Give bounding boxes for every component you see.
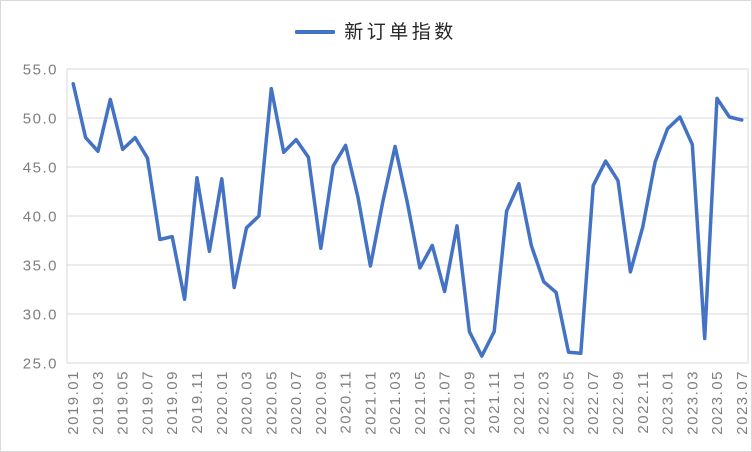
x-tick-label: 2021.09: [461, 370, 478, 435]
x-tick-label: 2020.03: [239, 370, 256, 435]
x-tick-label: 2020.07: [288, 370, 305, 435]
x-tick-label: 2023.01: [660, 370, 677, 435]
x-tick-label: 2022.03: [536, 370, 553, 435]
x-tick-label: 2023.03: [684, 370, 701, 435]
x-tick-label: 2019.01: [65, 370, 82, 435]
x-tick-label: 2021.11: [486, 370, 503, 434]
legend: 新订单指数: [1, 21, 751, 43]
y-tick-label: 30.0: [23, 307, 58, 324]
y-tick-label: 50.0: [23, 111, 58, 128]
x-tick-label: 2021.01: [362, 370, 379, 435]
x-tick-label: 2021.05: [412, 370, 429, 435]
x-tick-label: 2023.07: [734, 370, 751, 435]
x-tick-label: 2022.07: [585, 370, 602, 435]
x-tick-label: 2019.07: [139, 370, 156, 435]
y-tick-label: 55.0: [23, 62, 58, 79]
x-tick-label: 2019.05: [115, 370, 132, 435]
series-line-new-orders-index: [71, 81, 744, 358]
x-tick-label: 2019.09: [164, 370, 181, 435]
x-tick-label: 2021.03: [387, 370, 404, 435]
x-tick-label: 2020.09: [313, 370, 330, 435]
legend-line-swatch: [295, 30, 336, 34]
y-tick-label: 35.0: [23, 258, 58, 275]
plot-border: [66, 68, 749, 364]
x-tick-label: 2022.01: [511, 370, 528, 435]
x-tick-label: 2021.07: [437, 370, 454, 435]
x-tick-label: 2023.05: [709, 370, 726, 435]
x-tick-label: 2022.11: [635, 370, 652, 434]
x-tick-label: 2019.11: [189, 370, 206, 434]
x-tick-label: 2020.11: [338, 370, 355, 434]
y-tick-label: 25.0: [23, 356, 58, 373]
x-tick-label: 2020.05: [263, 370, 280, 435]
x-tick-label: 2020.01: [214, 370, 231, 435]
x-tick-label: 2022.09: [610, 370, 627, 435]
y-tick-label: 40.0: [23, 209, 58, 226]
x-tick-label: 2019.03: [90, 370, 107, 435]
legend-label: 新订单指数: [344, 21, 457, 43]
y-tick-label: 45.0: [23, 160, 58, 177]
x-tick-label: 2022.05: [560, 370, 577, 435]
